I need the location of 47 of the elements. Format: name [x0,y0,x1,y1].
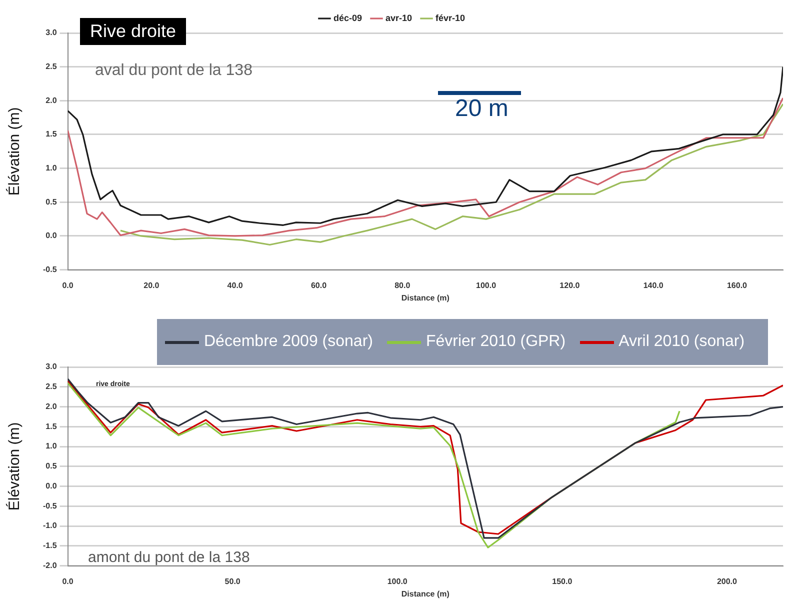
y-tick-label: 2.0 [46,96,58,105]
y-tick-label: -2.0 [42,561,58,570]
y-tick-label: 1.0 [46,164,58,173]
legend-label: Février 2010 (GPR) [426,333,566,351]
x-axis-title: Distance (m) [401,293,450,302]
y-tick-label: 2.5 [46,382,58,392]
legend-label: févr-10 [436,12,466,23]
x-tick-label: 200.0 [716,576,738,586]
annotation: amont du pont de la 138 [88,549,250,566]
y-tick-label: 0.0 [46,481,58,490]
y-tick-label: 1.0 [46,442,58,451]
x-tick-label: 80.0 [394,280,411,290]
y-axis-title: Élévation (m) [5,422,24,511]
y-tick-label: 3.0 [46,28,58,38]
x-tick-label: 50.0 [224,576,241,586]
y-tick-label: -1.0 [42,521,58,530]
annotation: aval du pont de la 138 [95,62,252,80]
y-tick-label: 2.0 [46,402,58,411]
y-tick-label: 1.5 [46,422,58,431]
legend-label: Avril 2010 (sonar) [618,333,745,351]
y-tick-label: 0.0 [46,231,58,240]
annotation: 20 m [455,95,508,123]
x-tick-label: 100.0 [387,576,408,586]
x-tick-label: 0.0 [62,280,74,290]
x-tick-label: 120.0 [560,280,580,290]
legend-label: déc-09 [333,12,362,23]
y-tick-label: 2.5 [46,62,58,72]
y-tick-label: 0.5 [46,462,58,471]
x-tick-label: 100.0 [476,280,497,290]
legend-label: avr-10 [385,12,412,23]
x-tick-label: 20.0 [144,280,160,290]
x-tick-label: 160.0 [726,280,748,290]
y-tick-label: 0.5 [46,197,58,206]
x-tick-label: 0.0 [62,576,74,586]
y-tick-label: -0.5 [42,501,58,510]
y-axis-title: Élévation (m) [5,107,24,196]
y-tick-label: 1.5 [46,130,58,139]
x-axis-title: Distance (m) [401,589,450,598]
y-tick-label: 3.0 [46,362,58,372]
legend-label: Décembre 2009 (sonar) [204,333,373,351]
x-tick-label: 60.0 [310,280,328,290]
x-tick-label: 150.0 [552,576,573,586]
y-tick-label: -0.5 [42,265,58,274]
y-tick-label: -1.5 [42,541,58,550]
x-tick-label: 40.0 [227,280,244,290]
annotation: Rive droite [80,18,186,45]
x-tick-label: 140.0 [643,280,664,290]
